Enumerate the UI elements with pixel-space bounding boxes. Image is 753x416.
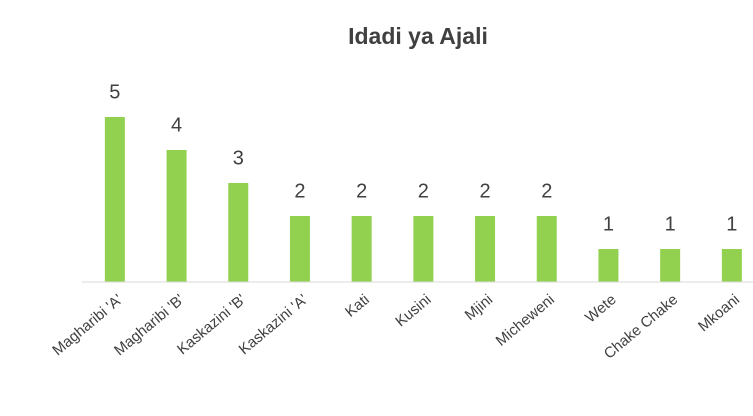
- bar: [289, 216, 310, 282]
- data-label: 3: [233, 147, 244, 169]
- data-label: 1: [603, 213, 614, 235]
- data-label: 2: [418, 180, 429, 202]
- data-label: 2: [356, 180, 367, 202]
- bar: [351, 216, 372, 282]
- x-tick-label: Mjini: [462, 291, 497, 324]
- x-tick-label: Kati: [342, 291, 373, 321]
- data-label: 1: [726, 213, 737, 235]
- bar: [598, 249, 619, 282]
- bar: [721, 249, 742, 282]
- data-label: 5: [109, 81, 120, 103]
- bar: [475, 216, 496, 282]
- data-label: 2: [541, 180, 552, 202]
- x-tick-label: Mkoani: [695, 291, 743, 335]
- data-label: 1: [665, 213, 676, 235]
- x-tick-label: Kaskazini 'A': [236, 291, 311, 358]
- bar: [413, 216, 434, 282]
- x-tick-label: Micheweni: [493, 291, 558, 350]
- x-tick-label: Wete: [582, 291, 620, 326]
- bar: [104, 117, 125, 282]
- chart-title: Idadi ya Ajali: [348, 23, 488, 49]
- data-label: 2: [479, 180, 490, 202]
- bar: [660, 249, 681, 282]
- bar: [166, 150, 187, 282]
- data-label: 4: [171, 114, 182, 136]
- x-tick-label: Kusini: [392, 291, 434, 330]
- data-label: 2: [294, 180, 305, 202]
- bar: [228, 183, 249, 282]
- bar: [536, 216, 557, 282]
